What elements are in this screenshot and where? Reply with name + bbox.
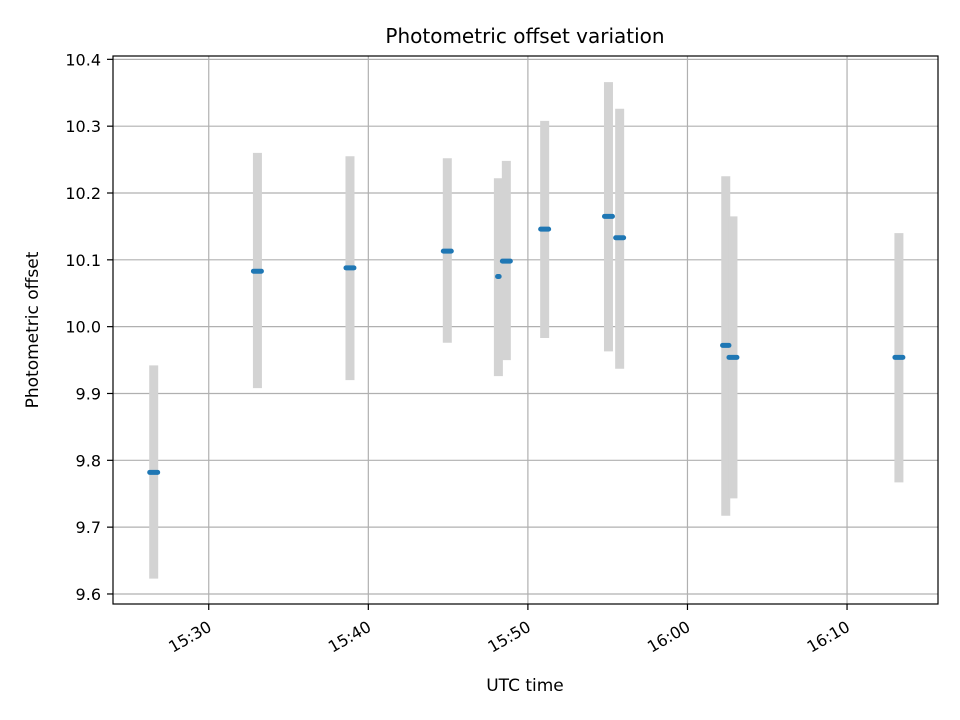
y-tick-label: 10.2 (65, 184, 101, 203)
y-axis-label: Photometric offset (23, 251, 43, 408)
y-tick-label: 9.6 (76, 585, 101, 604)
y-axis-ticks: 9.6 9.7 9.8 9.9 10.0 10.1 10.2 10.3 10.4 (65, 50, 113, 604)
y-tick-label: 10.0 (65, 318, 101, 337)
y-tick-label: 9.7 (76, 518, 101, 537)
grid-lines (113, 56, 938, 604)
y-tick-label: 10.3 (65, 117, 101, 136)
data-points (147, 213, 906, 475)
y-tick-label: 9.8 (76, 451, 101, 470)
x-axis-label: UTC time (486, 676, 564, 696)
chart-title: Photometric offset variation (385, 24, 664, 48)
y-tick-label: 10.1 (65, 251, 101, 270)
y-tick-label: 10.4 (65, 50, 101, 69)
plot-frame (112, 55, 939, 605)
y-tick-label: 9.9 (76, 384, 101, 403)
